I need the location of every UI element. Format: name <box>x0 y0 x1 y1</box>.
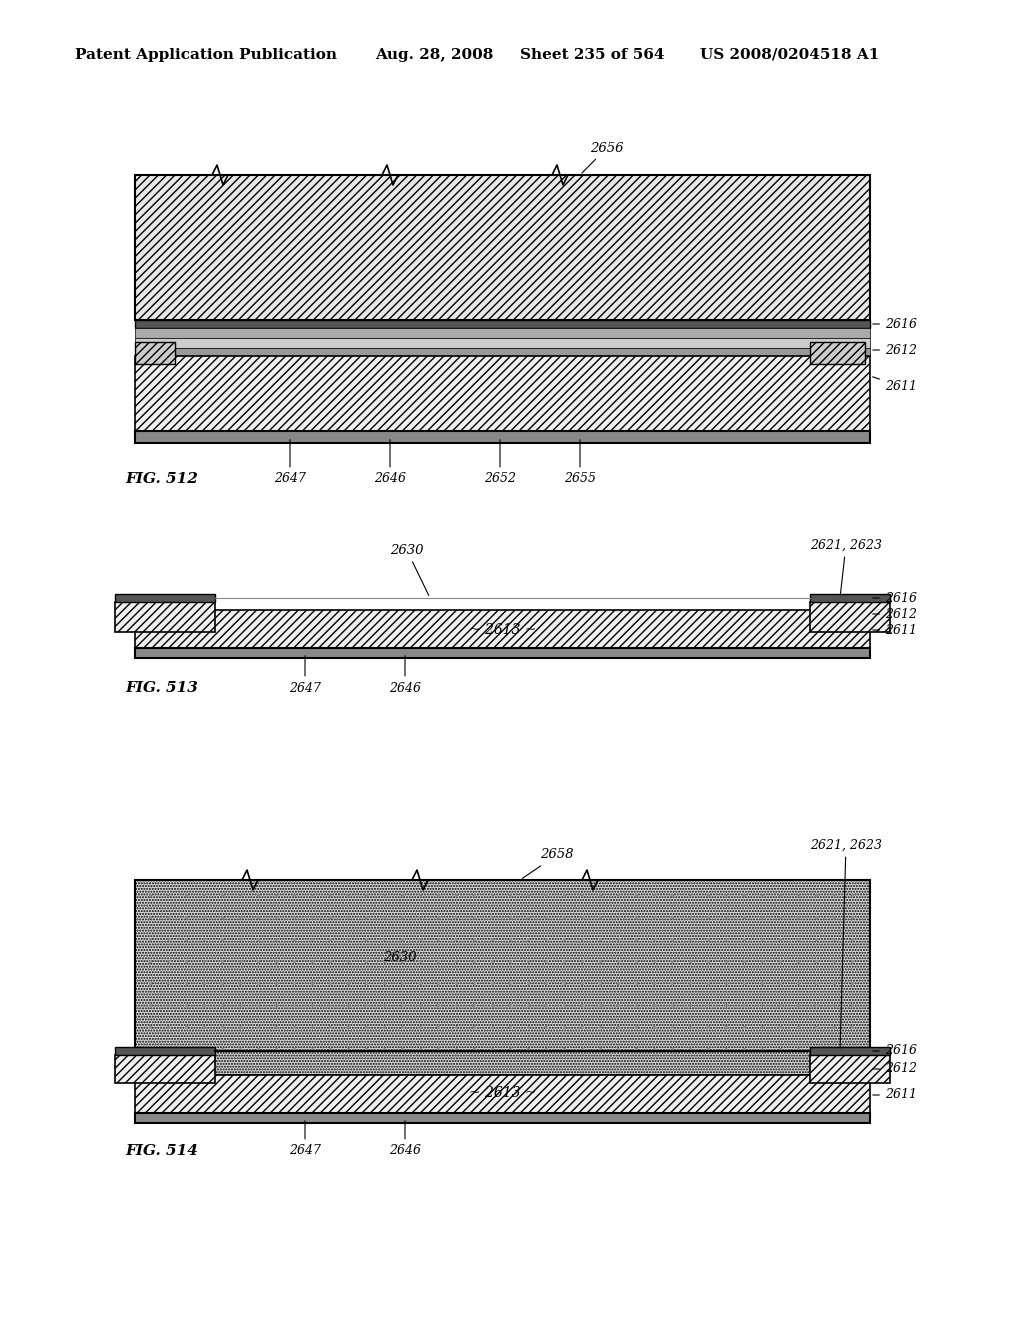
Bar <box>810 342 865 364</box>
Text: 2611: 2611 <box>872 623 918 636</box>
Text: 2621, 2623: 2621, 2623 <box>810 838 882 1048</box>
Text: 2658: 2658 <box>522 849 573 878</box>
Bar <box>810 602 890 632</box>
Text: 2646: 2646 <box>389 656 421 694</box>
Bar <box>810 1047 890 1055</box>
Text: 2612: 2612 <box>872 1063 918 1076</box>
Text: Aug. 28, 2008: Aug. 28, 2008 <box>375 48 494 62</box>
Text: 2647: 2647 <box>289 656 321 694</box>
Text: US 2008/0204518 A1: US 2008/0204518 A1 <box>700 48 880 62</box>
Text: 2630: 2630 <box>383 950 417 964</box>
Bar <box>135 356 870 432</box>
Text: 2647: 2647 <box>289 1121 321 1158</box>
Text: FIG. 514: FIG. 514 <box>125 1144 198 1158</box>
Text: FIG. 512: FIG. 512 <box>125 473 198 486</box>
Bar <box>135 338 870 348</box>
Text: 2655: 2655 <box>564 440 596 486</box>
Bar <box>135 1113 870 1123</box>
Bar <box>135 432 870 444</box>
Text: 2647: 2647 <box>274 440 306 486</box>
Text: 2646: 2646 <box>374 440 406 486</box>
Text: Sheet 235 of 564: Sheet 235 of 564 <box>520 48 665 62</box>
Bar <box>115 594 215 602</box>
Bar <box>115 602 215 632</box>
Bar <box>135 176 870 319</box>
Text: 2612: 2612 <box>872 343 918 356</box>
Text: 2656: 2656 <box>582 141 624 173</box>
Text: 2630: 2630 <box>390 544 429 595</box>
Text: 2611: 2611 <box>872 1089 918 1101</box>
Bar <box>135 1074 870 1113</box>
Text: 2611: 2611 <box>872 376 918 392</box>
Bar <box>810 1055 890 1082</box>
Text: 2646: 2646 <box>389 1121 421 1158</box>
Text: 2652: 2652 <box>484 440 516 486</box>
Text: FIG. 513: FIG. 513 <box>125 681 198 696</box>
Text: ~ 2613 ~: ~ 2613 ~ <box>469 1086 537 1100</box>
Text: 2616: 2616 <box>872 1044 918 1057</box>
Text: 2616: 2616 <box>872 318 918 330</box>
Bar <box>115 1055 215 1082</box>
Bar <box>135 880 870 1074</box>
Bar <box>135 327 870 338</box>
Bar <box>135 342 175 364</box>
Bar <box>135 648 870 657</box>
Text: ~ 2613 ~: ~ 2613 ~ <box>469 623 537 638</box>
Bar <box>135 348 870 356</box>
Text: 2612: 2612 <box>872 607 918 620</box>
Text: 2616: 2616 <box>872 591 918 605</box>
Bar <box>135 610 870 648</box>
Text: Patent Application Publication: Patent Application Publication <box>75 48 337 62</box>
Bar <box>810 594 890 602</box>
Text: 2621, 2623: 2621, 2623 <box>810 539 882 595</box>
Bar <box>135 319 870 327</box>
Bar <box>115 1047 215 1055</box>
